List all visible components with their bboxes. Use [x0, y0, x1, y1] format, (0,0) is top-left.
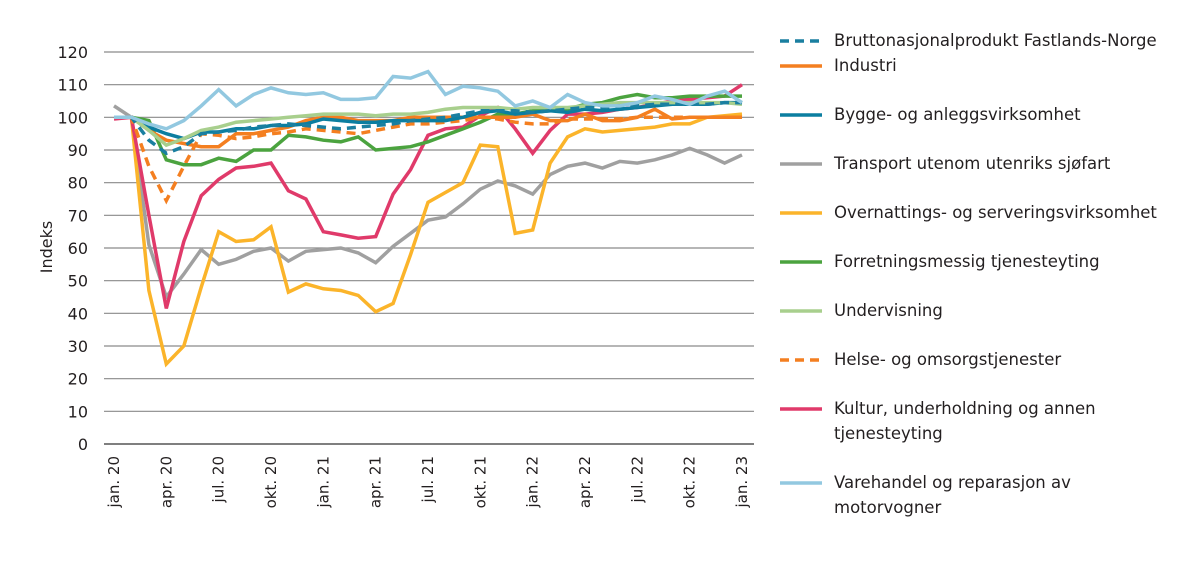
gridlines — [104, 51, 754, 445]
y-tick-label: 30 — [68, 337, 88, 356]
x-tick-label: jul. 22 — [628, 456, 646, 503]
legend-item: Bygge- og anleggsvirksomhet — [780, 102, 1195, 127]
legend-item: Forretningsmessig tjenesteyting — [780, 249, 1195, 274]
series-line-9 — [114, 69, 743, 131]
x-tick-label: okt. 21 — [471, 456, 489, 508]
legend-item: Kultur, underholdning og annen tjenestey… — [780, 396, 1195, 446]
y-tick-label: 110 — [57, 76, 88, 95]
legend: Bruttonasjonalprodukt Fastlands-Norge Ind… — [780, 28, 1195, 520]
y-axis-label: Indeks — [37, 221, 56, 273]
x-tick-label: jul. 21 — [419, 456, 437, 503]
x-tick-label: apr. 21 — [367, 456, 385, 508]
legend-label: Helse- og omsorgstjenester — [834, 350, 1062, 369]
y-tick-label: 100 — [57, 108, 88, 127]
y-tick-label: 40 — [68, 304, 88, 323]
legend-item: Overnattings- og serveringsvirksomhet — [780, 200, 1195, 225]
y-tick-label: 50 — [68, 272, 88, 291]
legend-label: Overnattings- og serveringsvirksomhet — [834, 203, 1157, 222]
y-tick-label: 20 — [68, 370, 88, 389]
x-axis-ticks: jan. 20 apr. 20 jul. 20 okt. 20 jan. 21 apr. … — [105, 456, 751, 509]
x-tick-label: apr. 20 — [157, 456, 175, 508]
legend-swatch — [780, 200, 822, 225]
x-tick-label: jan. 23 — [733, 456, 751, 509]
legend-swatch — [780, 470, 822, 495]
series-line-5 — [114, 92, 742, 167]
series-lines — [113, 69, 743, 368]
legend-label: Transport utenom utenriks sjøfart — [834, 154, 1111, 173]
x-tick-label: jan. 20 — [105, 456, 123, 509]
y-tick-label: 90 — [68, 141, 88, 160]
legend-item: Helse- og omsorgstjenester — [780, 347, 1195, 372]
x-tick-label: okt. 20 — [262, 456, 280, 508]
x-tick-label: jan. 22 — [524, 456, 542, 509]
legend-item: Varehandel og reparasjon av motorvogner — [780, 470, 1195, 520]
y-tick-label: 10 — [68, 402, 88, 421]
legend-label: Kultur, underholdning og annen tjenestey… — [834, 399, 1096, 443]
legend-label: Varehandel og reparasjon av motorvogner — [834, 473, 1071, 517]
y-tick-label: 80 — [68, 174, 88, 193]
series-line-4 — [114, 112, 743, 368]
legend-swatch — [780, 298, 822, 323]
legend-swatch — [780, 53, 822, 78]
legend-swatch — [780, 151, 822, 176]
legend-item: Industri — [780, 53, 1195, 78]
y-axis-ticks: 0 10 20 30 40 50 60 70 80 90 100 110 120 — [57, 43, 88, 454]
series-line-3 — [113, 104, 743, 301]
series-line-0 — [114, 100, 742, 156]
x-tick-label: apr. 22 — [576, 456, 594, 508]
legend-label: Bruttonasjonalprodukt Fastlands-Norge — [834, 31, 1157, 50]
legend-swatch — [780, 102, 822, 127]
y-tick-label: 120 — [57, 43, 88, 62]
legend-swatch — [780, 347, 822, 372]
legend-item: Undervisning — [780, 298, 1195, 323]
legend-item: Transport utenom utenriks sjøfart — [780, 151, 1195, 176]
legend-label: Industri — [834, 56, 897, 75]
x-tick-label: okt. 22 — [681, 456, 699, 508]
x-tick-label: jul. 20 — [210, 456, 228, 503]
legend-swatch — [780, 28, 822, 53]
legend-label: Undervisning — [834, 301, 943, 320]
y-tick-label: 60 — [68, 239, 88, 258]
legend-swatch — [780, 249, 822, 274]
legend-label: Forretningsmessig tjenesteyting — [834, 252, 1100, 271]
legend-swatch — [780, 396, 822, 421]
legend-item: Bruttonasjonalprodukt Fastlands-Norge — [780, 28, 1195, 53]
y-tick-label: 0 — [78, 435, 88, 454]
y-tick-label: 70 — [68, 206, 88, 225]
legend-label: Bygge- og anleggsvirksomhet — [834, 105, 1081, 124]
x-tick-label: jan. 21 — [314, 456, 332, 509]
